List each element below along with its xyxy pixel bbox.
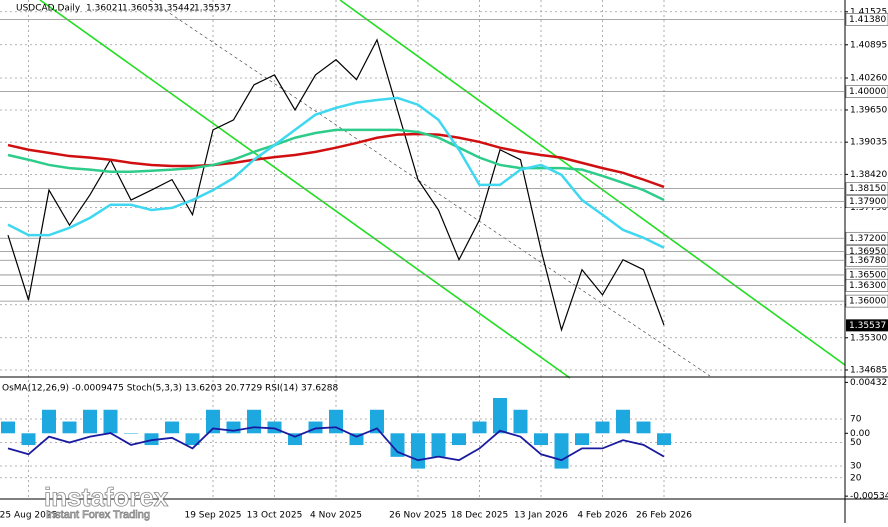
y-tick-label: 0.004327	[850, 378, 888, 388]
indicator-header: OsMA(12,26,9) -0.0009475 Stoch(5,3,3) 13…	[2, 384, 338, 394]
level-label: 1.38150	[849, 184, 886, 194]
price-box	[846, 319, 888, 332]
osma-bar	[206, 409, 220, 434]
quote-open: 1.36021	[86, 4, 123, 14]
series-line	[7, 38, 665, 333]
series-line	[7, 96, 665, 249]
osma-bar	[616, 409, 630, 434]
price-label: 1.35537	[849, 321, 886, 331]
x-tick-label: 13 Oct 2025	[247, 511, 303, 521]
osma-bar	[21, 433, 36, 446]
x-tick-label: 25 Aug 2025	[0, 511, 57, 521]
level-label: 1.36780	[849, 256, 886, 266]
y-tick-label: 1.40895	[850, 40, 887, 50]
osma-bar	[308, 421, 323, 434]
level-label: 1.36000	[849, 297, 886, 307]
level-box	[845, 279, 888, 292]
trend-channel	[39, 0, 846, 379]
series-line	[7, 426, 665, 462]
y2-tick-label: 30	[850, 462, 862, 472]
level-label: 1.41380	[849, 15, 886, 25]
osma-bar	[83, 409, 97, 434]
osma-bar	[452, 433, 466, 446]
level-label: 1.37200	[849, 234, 886, 244]
osma-bar	[165, 421, 179, 434]
osma-bar	[42, 409, 56, 434]
watermark-tagline: Instant Forex Trading	[46, 509, 150, 521]
quote-low: 1.35442	[158, 4, 195, 14]
osma-bar	[370, 409, 384, 434]
series-line	[7, 132, 665, 189]
y-tick-label: -0.005342	[850, 492, 888, 502]
osma-bar	[534, 433, 548, 446]
osma-bar	[657, 433, 671, 446]
y2-tick-label: 20	[850, 473, 862, 483]
series-line	[7, 128, 665, 202]
level-label: 1.36950	[849, 247, 886, 257]
osma-bar	[575, 433, 589, 446]
channel-line	[339, 0, 846, 366]
osma-bar	[226, 421, 241, 434]
x-tick-label: 4 Nov 2025	[310, 511, 362, 521]
y-tick-label: 1.35300	[850, 333, 887, 343]
osma-bar	[144, 433, 159, 446]
y2-tick-label: 50	[850, 438, 862, 448]
osma-bar	[636, 421, 651, 434]
channel-mid	[149, 0, 711, 377]
osma-bar	[1, 421, 15, 434]
osma-bar	[185, 433, 200, 446]
y-tick-label: 1.38420	[850, 170, 887, 180]
watermark-brand: instaforex	[44, 482, 169, 512]
level-label: 1.40000	[849, 87, 886, 97]
level-label: 1.37900	[849, 197, 886, 207]
osma-bar	[472, 421, 487, 434]
y2-tick-label: 70	[850, 415, 862, 425]
osma-bar	[411, 433, 425, 469]
level-label: 1.36500	[849, 270, 886, 280]
osma-bar	[267, 421, 282, 434]
level-label: 1.36300	[849, 281, 886, 291]
quote-close: 1.35537	[194, 4, 231, 14]
y-tick-label: 1.41525	[850, 7, 887, 17]
osma-bar	[513, 409, 528, 434]
level-box	[845, 13, 888, 26]
x-tick-label: 26 Nov 2025	[389, 511, 447, 521]
osma-bar	[62, 421, 77, 434]
osma-bar	[390, 433, 405, 457]
level-box	[845, 182, 888, 195]
x-tick-label: 4 Feb 2026	[577, 511, 628, 521]
symbol: USDCAD,Daily	[16, 4, 81, 14]
x-tick-label: 26 Feb 2026	[636, 511, 692, 521]
osma-bar	[247, 409, 261, 434]
osma-bar	[288, 433, 302, 446]
quote-high: 1.36053	[122, 4, 159, 14]
osma-bar	[554, 433, 569, 469]
level-box	[845, 195, 888, 208]
x-tick-label: 13 Jan 2026	[514, 511, 568, 521]
y-tick-label: 1.34685	[850, 365, 887, 375]
level-box	[845, 294, 888, 308]
level-box	[845, 85, 888, 98]
y-tick-label: 1.39035	[850, 138, 887, 148]
osma-bar	[103, 409, 118, 434]
y-tick-label: 1.40260	[850, 74, 887, 84]
y-tick-label: 0.00	[850, 429, 870, 439]
level-box	[845, 231, 888, 245]
x-tick-label: 18 Dec 2025	[451, 511, 509, 521]
osma-bar	[349, 433, 364, 446]
osma-bar	[493, 398, 507, 434]
osma-bar	[595, 421, 610, 434]
levels: 1.41380 1.40000 1.38150 1.37900 1.37200 1.369…	[0, 13, 888, 308]
osma-bar	[124, 433, 138, 434]
channel-line	[39, 0, 571, 379]
y-tick-label: 1.39650	[850, 105, 887, 115]
x-tick-label: 19 Sep 2025	[184, 511, 241, 521]
level-box	[845, 253, 888, 267]
osma-bar	[431, 433, 446, 457]
